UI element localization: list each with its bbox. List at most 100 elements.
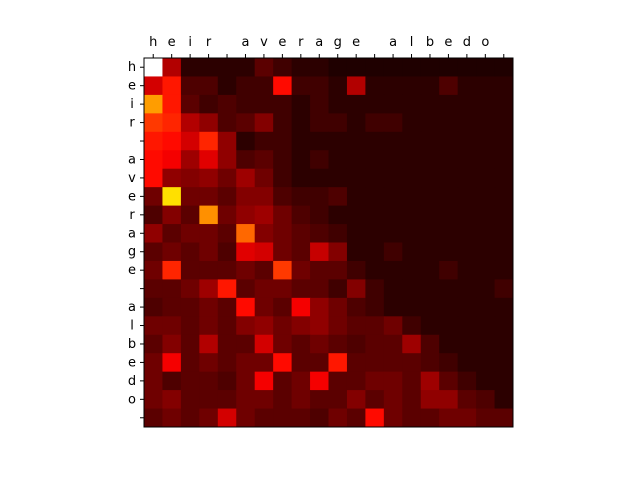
heatmap-cell — [365, 131, 385, 151]
heatmap-cell — [236, 58, 256, 77]
heatmap-cell — [273, 260, 293, 280]
heatmap-cell — [328, 94, 348, 114]
y-tick-label: d — [128, 374, 136, 389]
heatmap-cell — [254, 205, 274, 225]
heatmap-cell — [144, 76, 163, 96]
heatmap-cell — [402, 242, 422, 262]
heatmap-cell — [420, 113, 440, 133]
heatmap-cell — [273, 353, 293, 373]
heatmap-cell — [439, 242, 459, 262]
heatmap-cell — [346, 390, 366, 410]
heatmap-cell — [365, 94, 385, 114]
heatmap-cell — [365, 371, 385, 391]
heatmap-cell — [291, 260, 311, 280]
heatmap-cell — [420, 390, 440, 410]
heatmap-cell — [346, 187, 366, 207]
heatmap-cell — [457, 113, 477, 133]
heatmap-cell — [291, 131, 311, 151]
heatmap-cell — [402, 113, 422, 133]
y-tick-label: v — [128, 171, 136, 186]
heatmap-cell — [494, 408, 514, 428]
heatmap-cell — [346, 408, 366, 428]
x-tick-label: v — [260, 35, 268, 50]
heatmap-cell — [291, 94, 311, 114]
heatmap-cell — [254, 168, 274, 188]
heatmap-cell — [273, 279, 293, 299]
heatmap-cell — [328, 150, 348, 170]
heatmap-cell — [199, 279, 219, 299]
heatmap-cell — [494, 390, 514, 410]
heatmap-cell — [420, 94, 440, 114]
heatmap-cell — [236, 408, 256, 428]
heatmap-cell — [494, 297, 514, 317]
heatmap-cell — [439, 260, 459, 280]
heatmap-cell — [346, 260, 366, 280]
heatmap-cell — [217, 168, 237, 188]
heatmap-cell — [346, 353, 366, 373]
heatmap-cell — [199, 408, 219, 428]
heatmap-cell — [402, 205, 422, 225]
heatmap-cell — [457, 334, 477, 354]
heatmap-cell — [476, 408, 496, 428]
heatmap-cell — [494, 187, 514, 207]
heatmap-cell — [457, 58, 477, 77]
heatmap-cell — [273, 408, 293, 428]
heatmap-cell — [402, 297, 422, 317]
heatmap-cell — [439, 371, 459, 391]
heatmap-cell — [162, 168, 182, 188]
plot-frame — [143, 57, 514, 428]
heatmap-cell — [144, 131, 163, 151]
heatmap-cell — [346, 150, 366, 170]
heatmap-cell — [383, 408, 403, 428]
heatmap-cell — [180, 390, 200, 410]
heatmap-cell — [236, 168, 256, 188]
heatmap-cell — [199, 242, 219, 262]
heatmap-cell — [180, 113, 200, 133]
heatmap-cell — [236, 131, 256, 151]
x-tick-label: h — [149, 35, 157, 50]
heatmap-cell — [217, 279, 237, 299]
heatmap-cell — [476, 205, 496, 225]
heatmap-cell — [162, 187, 182, 207]
heatmap-cell — [199, 297, 219, 317]
heatmap-cell — [180, 371, 200, 391]
heatmap-cell — [402, 76, 422, 96]
y-tick-label: a — [128, 226, 136, 241]
heatmap-cell — [162, 113, 182, 133]
heatmap-cell — [420, 371, 440, 391]
heatmap-cell — [144, 408, 163, 428]
heatmap-cell — [328, 260, 348, 280]
heatmap-cell — [328, 205, 348, 225]
heatmap-cell — [162, 297, 182, 317]
heatmap-cell — [328, 316, 348, 336]
heatmap-cell — [217, 150, 237, 170]
heatmap-cell — [144, 260, 163, 280]
heatmap-cell — [310, 168, 329, 188]
heatmap-cell — [217, 408, 237, 428]
heatmap-cell — [402, 58, 422, 77]
heatmap-cell — [402, 168, 422, 188]
heatmap-cell — [457, 408, 477, 428]
heatmap-cell — [217, 94, 237, 114]
heatmap-cell — [494, 205, 514, 225]
heatmap-cell — [383, 279, 403, 299]
heatmap-cell — [199, 76, 219, 96]
heatmap-cell — [439, 131, 459, 151]
heatmap-cell — [162, 334, 182, 354]
heatmap-cell — [180, 408, 200, 428]
heatmap-cell — [144, 279, 163, 299]
heatmap-cell — [144, 297, 163, 317]
heatmap-cell — [144, 113, 163, 133]
heatmap-cell — [273, 150, 293, 170]
heatmap-cell — [494, 316, 514, 336]
heatmap-cell — [273, 224, 293, 243]
heatmap-cell — [439, 353, 459, 373]
x-tick-label: a — [389, 35, 397, 50]
heatmap-cell — [346, 58, 366, 77]
x-tick-label: a — [241, 35, 249, 50]
heatmap-cell — [420, 131, 440, 151]
heatmap-cell — [310, 113, 329, 133]
heatmap-cell — [199, 58, 219, 77]
heatmap-cell — [310, 94, 329, 114]
